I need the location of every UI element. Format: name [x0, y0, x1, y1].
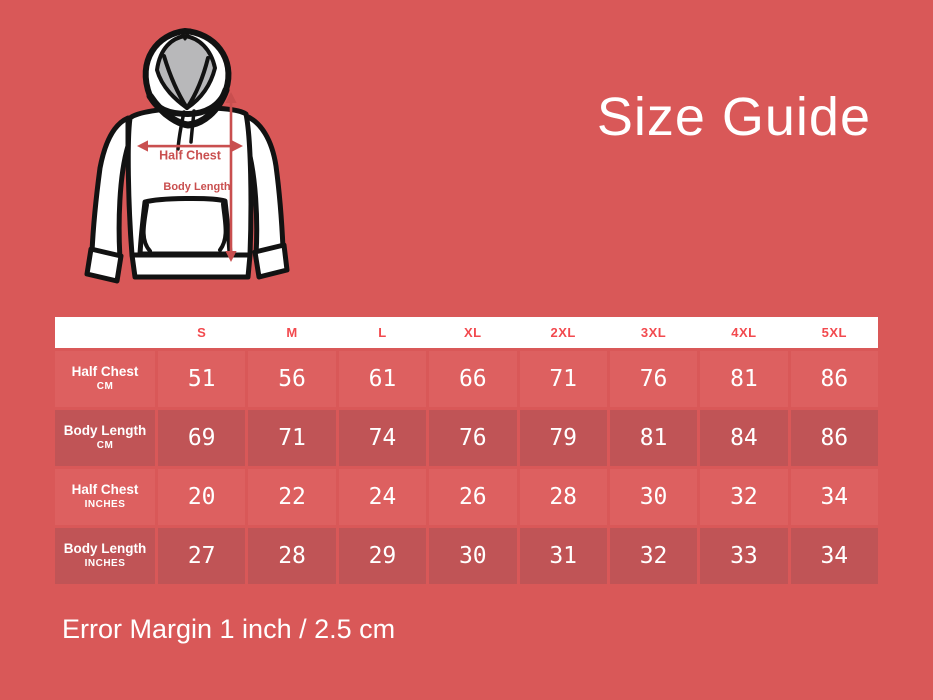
table-cell: 81: [700, 351, 788, 407]
table-cell: 86: [790, 351, 878, 407]
row-unit-text: INCHES: [84, 499, 126, 511]
row-label-half-chest-inches: Half Chest INCHES: [55, 469, 155, 525]
column-header-xl: XL: [464, 325, 482, 340]
table-cell: 27: [158, 528, 246, 584]
hoodie-diagram: Half Chest Body Length: [84, 18, 298, 292]
table-cell: 84: [700, 410, 788, 466]
table-cell: 34: [790, 528, 878, 584]
row-label-text: Body Length: [63, 541, 147, 557]
table-cell: 29: [338, 528, 427, 584]
size-table: S M L XL 2XL 3XL 4XL 5XL Half Chest CM 5…: [55, 317, 878, 584]
table-cell: 20: [158, 469, 246, 525]
table-cell: 32: [700, 469, 788, 525]
table-cell: 66: [429, 351, 517, 407]
table-cell: 56: [248, 351, 336, 407]
hoodie-left-sleeve: [89, 115, 131, 262]
table-cell: 81: [609, 410, 698, 466]
table-cell: 51: [158, 351, 246, 407]
body-length-arrow: [225, 92, 237, 262]
row-label-body-length-inches: Body Length INCHES: [55, 528, 155, 584]
row-unit-text: CM: [96, 440, 114, 452]
table-cell: 34: [790, 469, 878, 525]
hoodie-right-cuff: [252, 242, 290, 280]
table-cell: 28: [519, 469, 607, 525]
table-cell: 71: [248, 410, 336, 466]
table-cell: 31: [519, 528, 607, 584]
table-cell: 28: [248, 528, 336, 584]
table-cell: 71: [519, 351, 607, 407]
column-header-3xl: 3XL: [640, 325, 667, 340]
hoodie-pocket: [137, 195, 233, 257]
row-unit-text: CM: [96, 381, 114, 393]
table-cell: 26: [429, 469, 517, 525]
table-cell: 22: [248, 469, 336, 525]
hoodie-right-sleeve: [243, 113, 286, 258]
body-length-arrow-label: Body Length: [163, 181, 230, 193]
hoodie-hood-interior: [155, 34, 217, 110]
half-chest-arrow: [137, 140, 243, 152]
error-margin-note: Error Margin 1 inch / 2.5 cm: [62, 614, 396, 644]
hoodie-left-cuff: [84, 246, 124, 284]
row-label-text: Half Chest: [71, 482, 139, 498]
table-cell: 74: [338, 410, 427, 466]
hoodie-hood-rim: [146, 86, 230, 129]
table-cell: 30: [609, 469, 698, 525]
column-header-l: L: [378, 325, 387, 340]
table-cell: 61: [338, 351, 427, 407]
page-title: Size Guide: [596, 87, 871, 147]
column-header-2xl: 2XL: [550, 325, 576, 340]
row-unit-text: INCHES: [84, 558, 126, 570]
table-cell: 69: [158, 410, 246, 466]
table-cell: 86: [790, 410, 878, 466]
table-cell: 30: [429, 528, 517, 584]
table-header-row: S M L XL 2XL 3XL 4XL 5XL: [55, 317, 878, 348]
row-label-half-chest-cm: Half Chest CM: [55, 351, 155, 407]
row-label-text: Half Chest: [71, 364, 139, 380]
column-header-s: S: [197, 325, 207, 340]
table-cell: 79: [519, 410, 607, 466]
table-cell: 76: [609, 351, 698, 407]
hoodie-illustration: Half Chest Body Length: [84, 28, 290, 284]
table-cell: 33: [700, 528, 788, 584]
hoodie-drawstring-right: [189, 109, 196, 144]
column-header-4xl: 4XL: [731, 325, 757, 340]
row-label-text: Body Length: [63, 423, 147, 439]
table-cell: 76: [429, 410, 517, 466]
half-chest-arrow-label: Half Chest: [159, 149, 222, 163]
column-header-5xl: 5XL: [821, 325, 847, 340]
table-cell: 32: [609, 528, 698, 584]
column-header-m: M: [286, 325, 298, 340]
row-label-body-length-cm: Body Length CM: [55, 410, 155, 466]
table-cell: 24: [338, 469, 427, 525]
